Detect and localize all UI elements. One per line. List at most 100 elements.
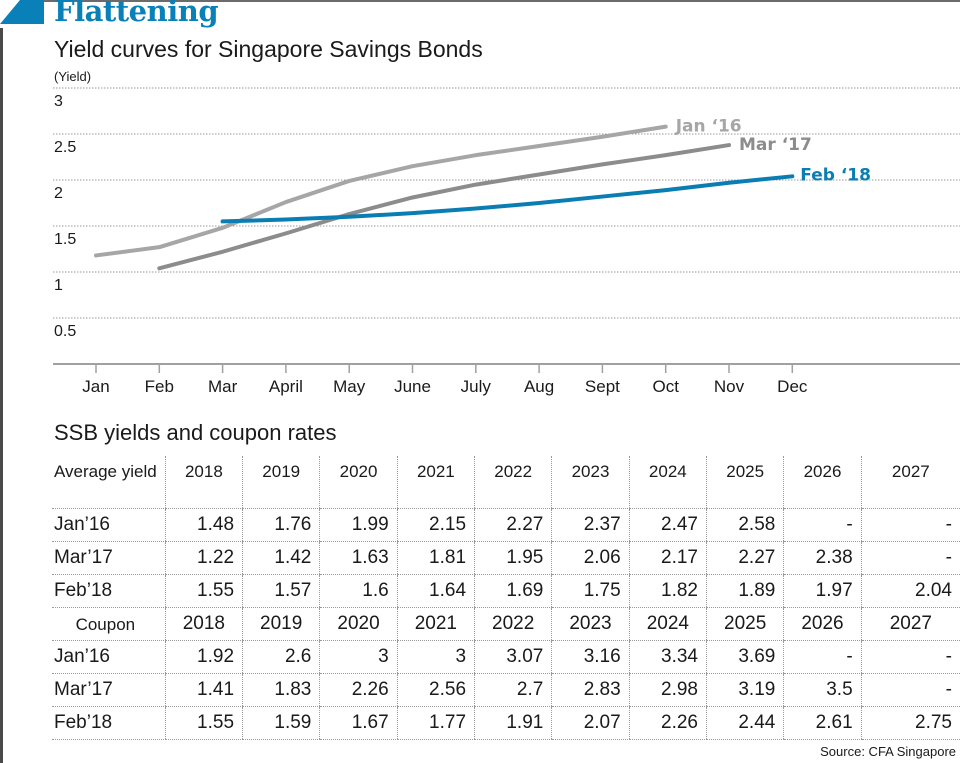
series-line-0 xyxy=(94,124,668,258)
coupon-value: 1.41 xyxy=(164,673,243,707)
row-label: Mar’17 xyxy=(52,541,166,575)
x-tick-label: April xyxy=(269,377,303,396)
line-chart: 0.5 1 1.5 2 2.5 3 Jan Feb Mar April May June July Au… xyxy=(53,87,960,396)
yield-value: 1.63 xyxy=(319,541,398,575)
coupon-value: 2.26 xyxy=(628,706,707,740)
series-label: Feb ‘18 xyxy=(800,165,871,185)
yield-value: 2.15 xyxy=(396,508,475,542)
coupon-value: 2.26 xyxy=(319,673,398,707)
coupon-row: Jan’16 1.92 2.6 3 3 3.07 3.16 3.34 3.69- - xyxy=(52,640,960,674)
coupon-value: 1.55 xyxy=(164,706,243,740)
x-tick-label: Jan xyxy=(82,377,109,396)
year-header: 2025 xyxy=(705,607,784,641)
coupon-value: 2.75 xyxy=(860,706,960,740)
row-label: Jan’16 xyxy=(52,640,166,674)
yield-value: 1.55 xyxy=(164,574,243,608)
year-header: 2020 xyxy=(319,456,398,509)
coupon-value: 2.56 xyxy=(396,673,475,707)
source-note: Source: CFA Singapore xyxy=(820,744,956,759)
coupon-value: 1.91 xyxy=(474,706,552,740)
row-label: Feb’18 xyxy=(52,574,166,608)
yield-value: 1.89 xyxy=(705,574,784,608)
y-tick-label: 2 xyxy=(54,185,63,202)
coupon-value: 2.7 xyxy=(474,673,552,707)
row-label: Mar’17 xyxy=(52,673,166,707)
coupon-value: 3.5 xyxy=(783,673,862,707)
yield-value: 1.76 xyxy=(242,508,320,542)
coupon-value: 3 xyxy=(319,640,398,674)
x-tick-label: July xyxy=(461,377,492,396)
x-tick-label: Oct xyxy=(652,377,679,396)
yield-value: 2.58 xyxy=(705,508,784,542)
table-header-row: Average yield 2018 2019 2020 2021 2022 2023 202… xyxy=(52,456,960,509)
chart-title: Yield curves for Singapore Savings Bonds xyxy=(54,36,483,62)
ssb-table: Average yield 2018 2019 2020 2021 2022 2023 202… xyxy=(52,456,960,740)
coupon-header: Coupon xyxy=(52,607,166,641)
headline-flag-icon xyxy=(0,0,44,24)
yield-row: Feb’18 1.55 1.57 1.6 1.64 1.69 1.75 1.82 1.89 1.9… xyxy=(52,574,960,608)
year-header: 2023 xyxy=(551,456,630,509)
yield-value: - xyxy=(860,541,960,575)
yield-value: 1.95 xyxy=(474,541,552,575)
x-tick-label: Mar xyxy=(208,377,238,396)
x-tick-label: May xyxy=(333,377,366,396)
yield-value: 2.04 xyxy=(860,574,960,608)
x-tick-label: Dec xyxy=(777,377,808,396)
yield-value: 1.97 xyxy=(783,574,862,608)
coupon-value: 2.44 xyxy=(705,706,784,740)
yield-value: 1.64 xyxy=(396,574,475,608)
coupon-value: 1.67 xyxy=(319,706,398,740)
yield-value: - xyxy=(783,508,862,542)
y-tick-label: 1 xyxy=(54,277,63,294)
yield-row: Jan’16 1.48 1.76 1.99 2.15 2.27 2.37 2.47 2.58- - xyxy=(52,508,960,542)
year-header: 2020 xyxy=(319,607,398,641)
coupon-value: 1.92 xyxy=(164,640,243,674)
yield-value: 1.6 xyxy=(319,574,398,608)
coupon-value: - xyxy=(860,640,960,674)
coupon-value: 1.77 xyxy=(396,706,475,740)
y-axis-label: (Yield) xyxy=(54,69,92,84)
y-tick-label: 1.5 xyxy=(54,231,76,248)
coupon-value: 3.19 xyxy=(705,673,784,707)
x-tick-label: Aug xyxy=(524,377,554,396)
year-header: 2023 xyxy=(551,607,630,641)
x-tick-label: Feb xyxy=(145,377,174,396)
coupon-value: 3.16 xyxy=(551,640,630,674)
coupon-value: 2.61 xyxy=(783,706,862,740)
series-label: Jan ‘16 xyxy=(675,117,742,137)
year-header: 2018 xyxy=(164,607,243,641)
year-header: 2026 xyxy=(783,607,862,641)
year-header: 2026 xyxy=(783,456,862,509)
yield-value: 1.81 xyxy=(396,541,475,575)
coupon-value: - xyxy=(860,673,960,707)
coupon-value: 3.34 xyxy=(628,640,707,674)
coupon-value: 1.83 xyxy=(242,673,320,707)
yield-value: 2.38 xyxy=(783,541,862,575)
coupon-value: 2.83 xyxy=(551,673,630,707)
y-tick-label: 2.5 xyxy=(54,139,76,156)
yield-row: Mar’17 1.22 1.42 1.63 1.81 1.95 2.06 2.17 2.27 2.… xyxy=(52,541,960,575)
coupon-value: 3.69 xyxy=(705,640,784,674)
table-title: SSB yields and coupon rates xyxy=(54,420,337,445)
row-label: Feb’18 xyxy=(52,706,166,740)
year-header: 2024 xyxy=(628,607,707,641)
yield-value: 1.75 xyxy=(551,574,630,608)
coupon-value: 2.98 xyxy=(628,673,707,707)
x-tick-label: Nov xyxy=(714,377,745,396)
year-header: 2022 xyxy=(474,607,552,641)
y-tick-label: 0.5 xyxy=(54,323,76,340)
year-header: 2024 xyxy=(628,456,707,509)
coupon-row: Feb’18 1.55 1.59 1.67 1.77 1.91 2.07 2.26 2.44 2.… xyxy=(52,706,960,740)
year-header: 2025 xyxy=(705,456,784,509)
yield-value: 1.82 xyxy=(628,574,707,608)
average-yield-header: Average yield xyxy=(52,456,166,509)
year-header: 2018 xyxy=(164,456,243,509)
coupon-value: 3.07 xyxy=(474,640,552,674)
table-header-row: Coupon 2018 2019 2020 2021 2022 2023 2024 2025 20… xyxy=(52,607,960,641)
coupon-value: 2.6 xyxy=(242,640,320,674)
coupon-row: Mar’17 1.41 1.83 2.26 2.56 2.7 2.83 2.98 3.19 3.5… xyxy=(52,673,960,707)
year-header: 2027 xyxy=(860,607,960,641)
year-header: 2021 xyxy=(396,607,475,641)
series-line-1 xyxy=(157,143,731,271)
yield-value: 1.57 xyxy=(242,574,320,608)
